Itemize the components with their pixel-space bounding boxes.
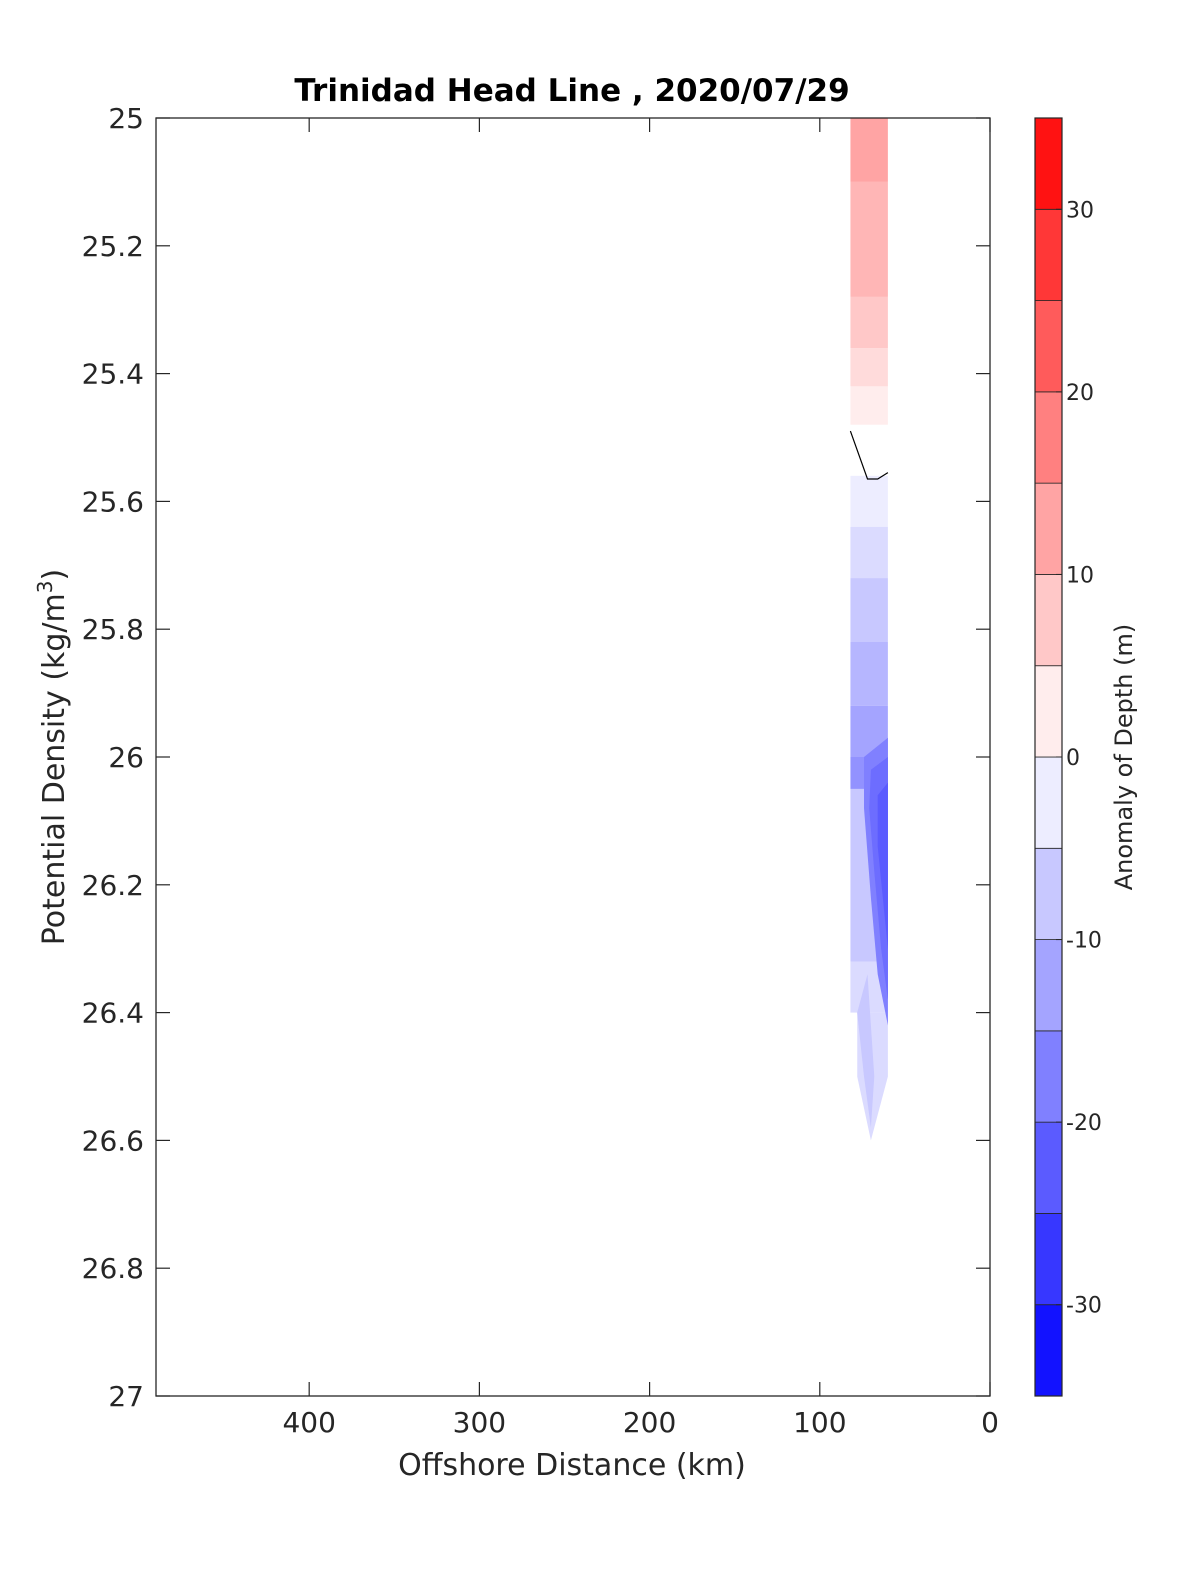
x-axis-label: Offshore Distance (km) <box>398 1448 746 1483</box>
y-axis-label-close: ) <box>37 569 72 581</box>
colorbar-swatch <box>1034 665 1063 758</box>
contour-region <box>877 782 888 949</box>
y-axis-ticks: 25 25.2 25.4 25.6 25.8 26 26.2 26.4 26.6 26.8 27 <box>82 102 990 1413</box>
y-tick-label: 25.4 <box>82 358 144 391</box>
zero-contour-line <box>849 430 889 480</box>
y-tick-label: 25.8 <box>82 613 144 646</box>
colorbar-label: Anomaly of Depth (m) <box>1110 624 1138 891</box>
contour-band <box>850 641 888 706</box>
colorbar-tick-label: 10 <box>1066 563 1094 588</box>
contour-band <box>850 118 888 182</box>
y-tick-label: 26.8 <box>82 1252 144 1285</box>
colorbar-swatch <box>1034 574 1063 667</box>
colorbar-swatch <box>1034 1030 1063 1123</box>
colorbar-swatch <box>1034 1121 1063 1214</box>
y-tick-label: 25.2 <box>82 230 144 263</box>
contour-band <box>850 475 888 527</box>
contour-band <box>850 526 888 579</box>
y-axis-label-superscript: 3 <box>33 580 57 593</box>
colorbar-swatch <box>1034 847 1063 940</box>
colorbar-swatch <box>1034 939 1063 1032</box>
y-tick-label: 26.2 <box>82 869 144 902</box>
contour-region <box>857 974 875 1128</box>
colorbar-tick-label: -10 <box>1066 929 1102 954</box>
y-tick-label: 25.6 <box>82 485 144 518</box>
x-tick-label: 100 <box>793 1406 846 1439</box>
colorbar: 30 20 10 0 -10 -20 -30 Anomaly of Depth (m) <box>1034 117 1138 1397</box>
colorbar-tick-label: -20 <box>1066 1111 1102 1136</box>
plot-area: 400 300 200 100 0 25 25.2 25.4 25.6 25.8 26 26.2 26… <box>82 102 999 1439</box>
colorbar-tick-label: 20 <box>1066 381 1094 406</box>
contour-band <box>850 578 888 642</box>
x-tick-label: 400 <box>282 1406 335 1439</box>
colorbar-swatch <box>1034 208 1063 301</box>
colorbar-tick-label: -30 <box>1066 1294 1102 1319</box>
colorbar-swatch <box>1034 391 1063 484</box>
x-tick-label: 200 <box>623 1406 676 1439</box>
x-tick-label: 0 <box>981 1406 999 1439</box>
y-tick-label: 26.6 <box>82 1124 144 1157</box>
colorbar-tick-label: 30 <box>1066 198 1094 223</box>
colorbar-swatch <box>1034 1304 1063 1397</box>
contour-band <box>850 348 888 387</box>
colorbar-swatch <box>1034 1213 1063 1306</box>
y-tick-label: 26 <box>108 741 144 774</box>
contour-band <box>850 181 888 297</box>
colorbar-swatch <box>1034 756 1063 849</box>
colorbar-swatch <box>1034 117 1063 210</box>
chart-title: Trinidad Head Line , 2020/07/29 <box>294 73 849 109</box>
y-tick-label: 25 <box>108 102 144 135</box>
contour-region <box>857 1076 888 1141</box>
colorbar-swatch <box>1034 300 1063 393</box>
y-tick-label: 27 <box>108 1380 144 1413</box>
contour-band <box>850 386 888 425</box>
colorbar-ticks: 30 20 10 0 -10 -20 -30 <box>1056 198 1102 1319</box>
x-tick-label: 300 <box>453 1406 506 1439</box>
colorbar-swatch <box>1034 482 1063 575</box>
contour-band <box>850 296 888 349</box>
y-axis-label: Potential Density (kg/m3) <box>33 569 72 945</box>
y-tick-label: 26.4 <box>82 997 144 1030</box>
y-axis-label-main: Potential Density (kg/m <box>37 593 72 945</box>
contour-fill-layer <box>850 118 888 1141</box>
colorbar-swatches <box>1034 117 1063 1397</box>
colorbar-tick-label: 0 <box>1066 746 1080 771</box>
x-axis-ticks: 400 300 200 100 0 <box>282 118 999 1439</box>
